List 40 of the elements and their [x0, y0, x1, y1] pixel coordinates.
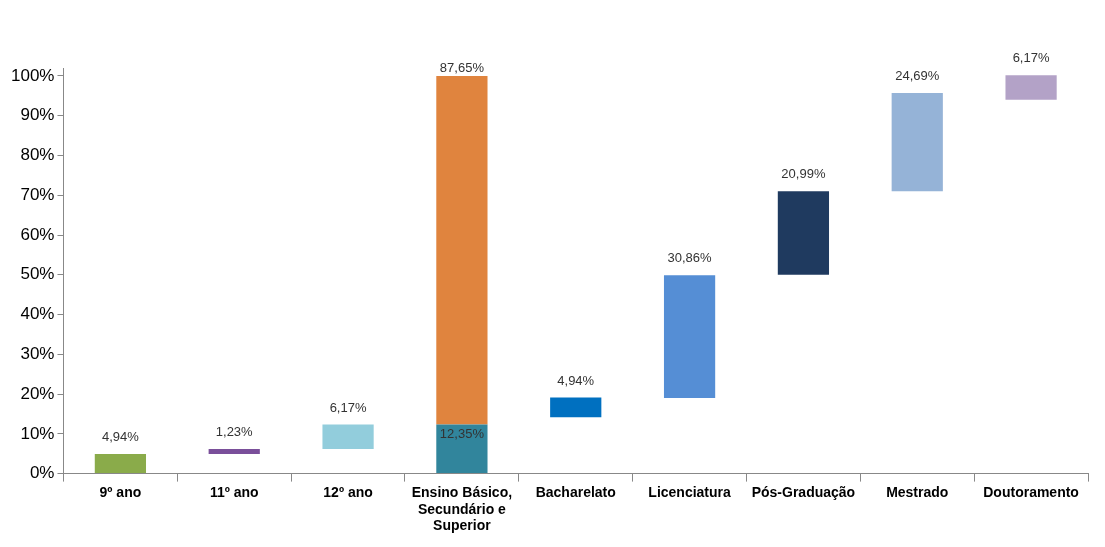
- y-tick-label: 20%: [20, 383, 55, 403]
- bar: [891, 93, 943, 192]
- x-tick-label: Doutoramento: [983, 483, 1079, 500]
- bar: [322, 424, 374, 450]
- bar: [436, 75, 488, 425]
- x-tick-label: Bacharelato: [535, 483, 616, 500]
- bar: [94, 453, 147, 474]
- bar: [208, 449, 260, 454]
- bar: [550, 397, 602, 418]
- y-tick-label: 70%: [20, 184, 55, 204]
- y-tick-label: 50%: [20, 264, 55, 284]
- bar: [777, 191, 830, 275]
- data-label: 6,17%: [1012, 50, 1050, 66]
- data-label: 4,94%: [557, 372, 595, 388]
- data-label: 20,99%: [781, 166, 826, 182]
- y-tick-label: 30%: [20, 343, 55, 363]
- x-tick-label: 9º ano: [99, 483, 142, 500]
- data-label: 6,17%: [329, 399, 367, 415]
- y-tick-label: 60%: [20, 224, 55, 244]
- y-tick-label: 10%: [20, 423, 55, 443]
- y-tick-label: 0%: [29, 463, 55, 483]
- bar: [1005, 75, 1057, 100]
- bar: [436, 424, 488, 474]
- data-label: 24,69%: [895, 68, 940, 84]
- x-tick-label: Ensino Básico, Secundário e Superior: [411, 483, 513, 534]
- bar: [663, 275, 716, 399]
- y-tick-label: 100%: [11, 65, 55, 85]
- data-label: 30,86%: [667, 250, 713, 266]
- data-label: 4,94%: [101, 429, 140, 445]
- x-tick-label: 11º ano: [209, 483, 259, 500]
- x-tick-label: Mestrado: [886, 483, 949, 500]
- x-tick-label: Pós-Graduação: [751, 483, 856, 500]
- y-tick-label: 40%: [20, 304, 55, 324]
- data-label: 12,35%: [439, 425, 485, 441]
- data-label: 87,65%: [439, 60, 485, 76]
- x-tick-label: 12º ano: [323, 483, 373, 500]
- x-tick-label: Licenciatura: [648, 483, 732, 500]
- y-tick-label: 80%: [20, 145, 55, 165]
- data-label: 1,23%: [215, 424, 254, 440]
- y-tick-label: 90%: [20, 105, 55, 125]
